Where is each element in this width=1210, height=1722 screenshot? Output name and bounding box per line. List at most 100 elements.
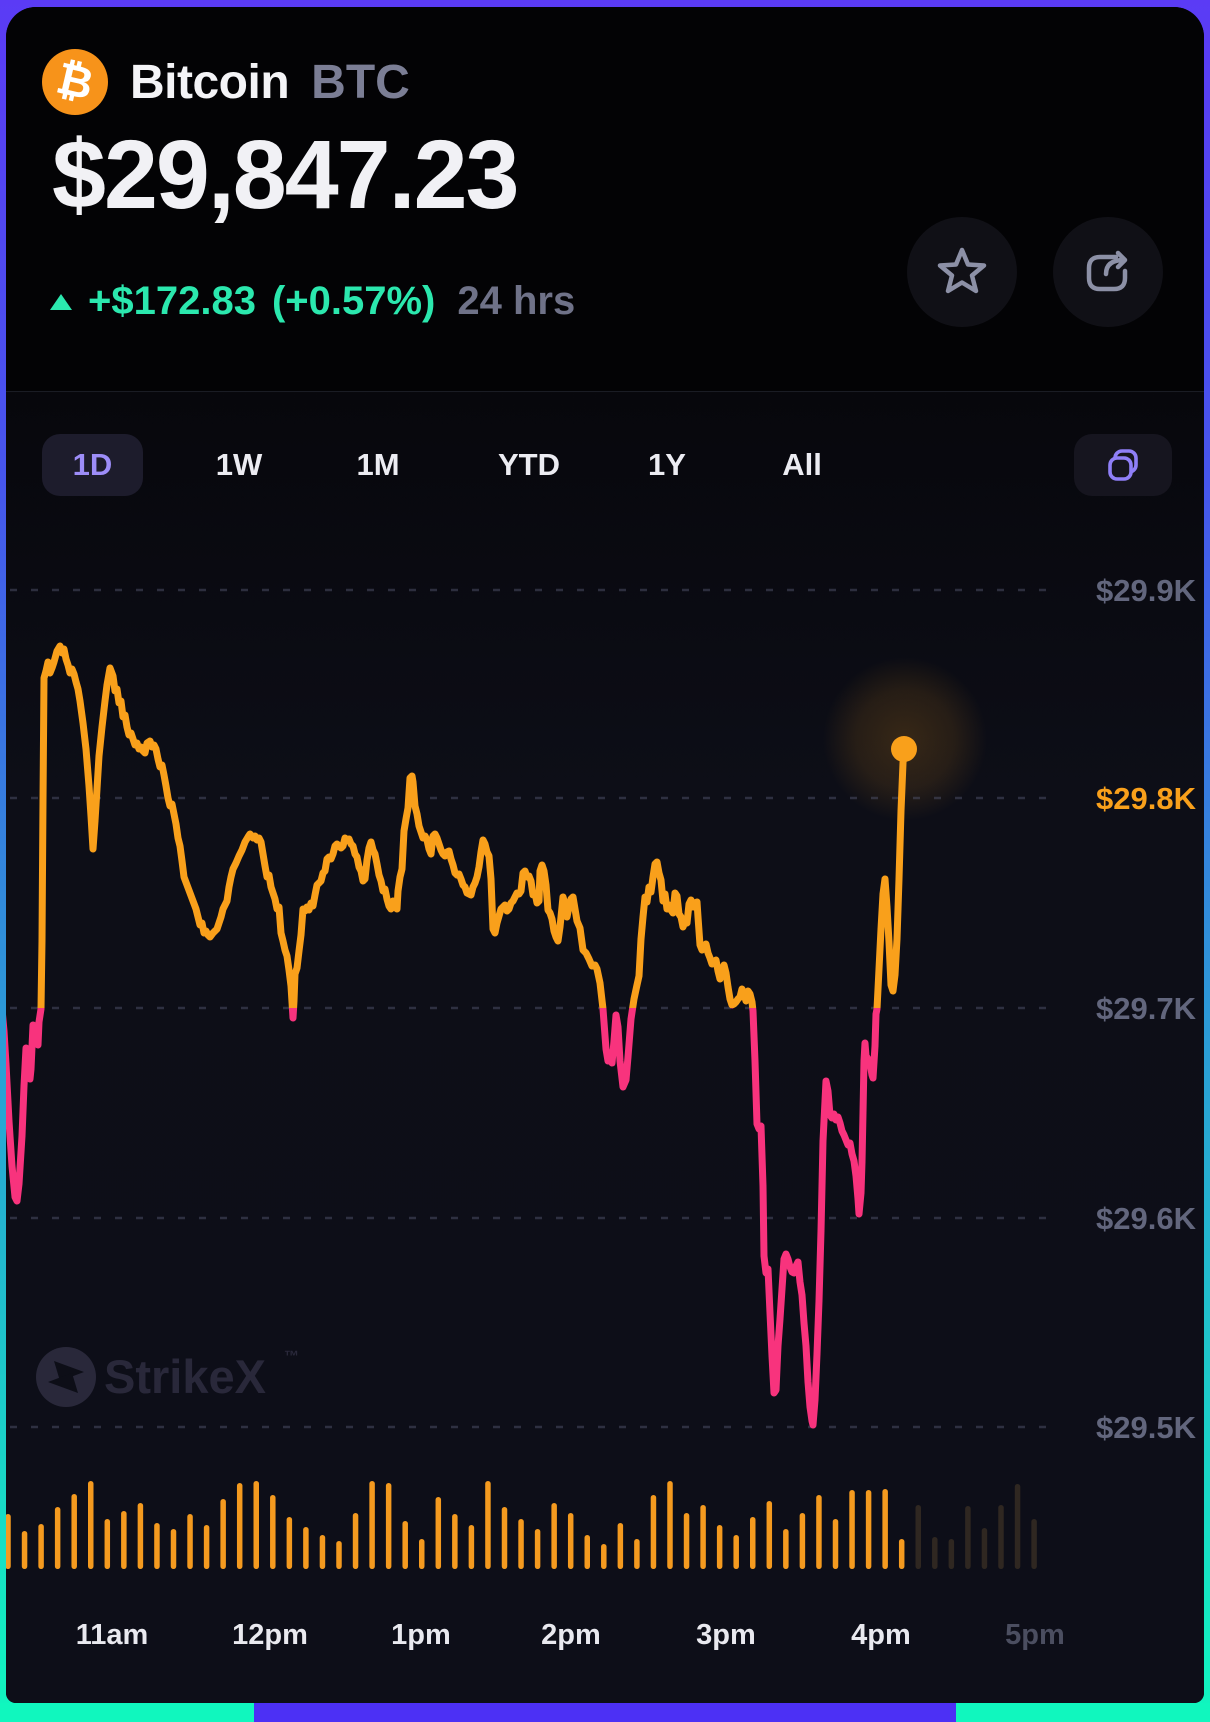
volume-bar <box>584 1535 590 1569</box>
volume-bar <box>170 1529 177 1569</box>
x-axis-label: 11am <box>76 1619 149 1651</box>
volume-bar <box>832 1519 839 1569</box>
tab-1y[interactable]: 1Y <box>638 434 696 496</box>
volume-bar <box>435 1497 442 1569</box>
volume-bar <box>154 1523 160 1569</box>
change-amount: +$172.83 <box>88 279 256 323</box>
y-axis-label: $29.6K <box>1096 1201 1197 1236</box>
volume-bar <box>468 1525 475 1569</box>
volume-bar <box>882 1489 888 1569</box>
volume-bar <box>137 1503 144 1569</box>
header: ₿ Bitcoin BTC $29,847.23 +$172.83 (+0.57… <box>6 7 1204 391</box>
volume-bar <box>932 1537 938 1569</box>
volume-bar <box>121 1511 127 1569</box>
price-line <box>6 1008 881 1429</box>
volume-bar <box>270 1495 276 1569</box>
bottom-accent-bar <box>0 1703 1210 1722</box>
favorite-button[interactable] <box>907 217 1017 327</box>
coin-title-row: ₿ Bitcoin BTC <box>42 49 410 115</box>
volume-bar <box>733 1535 739 1569</box>
star-icon <box>937 247 987 294</box>
volume-bar <box>1031 1519 1037 1569</box>
volume-bar <box>236 1483 243 1569</box>
last-point-dot <box>891 736 917 762</box>
chart-panel: $29.9K $29.8K $29.7K $29.6K $29.5K StrikeX ™ 11… <box>6 391 1204 1703</box>
volume-bar <box>336 1541 342 1569</box>
volume-bar <box>634 1539 640 1569</box>
tab-1d[interactable]: 1D <box>42 434 143 496</box>
volume-bar <box>303 1527 309 1569</box>
tab-all[interactable]: All <box>772 434 832 496</box>
price-value: $29,847.23 <box>52 120 519 229</box>
volume-bar <box>650 1495 657 1569</box>
tab-1m[interactable]: 1M <box>346 434 409 496</box>
y-axis-label: $29.5K <box>1096 1410 1197 1445</box>
volume-bar <box>88 1481 94 1569</box>
volume-bar <box>799 1513 806 1569</box>
share-icon <box>1086 250 1128 292</box>
volume-bar <box>319 1535 326 1569</box>
volume-bar <box>601 1544 607 1569</box>
volume-bar <box>965 1506 971 1569</box>
watermark-text: StrikeX <box>104 1350 266 1403</box>
volume-bar <box>38 1524 44 1569</box>
y-axis-label: $29.9K <box>1096 573 1197 608</box>
volume-bar <box>501 1507 508 1569</box>
compare-button[interactable] <box>1074 434 1172 496</box>
bitcoin-logo-icon: ₿ <box>42 49 108 115</box>
volume-bar <box>402 1521 408 1569</box>
volume-bar <box>253 1481 259 1569</box>
volume-bar <box>1014 1484 1021 1569</box>
volume-bar <box>104 1519 111 1569</box>
x-axis-label: 4pm <box>851 1619 911 1651</box>
volume-bar <box>667 1481 673 1569</box>
volume-bar <box>21 1531 28 1569</box>
share-button[interactable] <box>1053 217 1163 327</box>
tab-ytd[interactable]: YTD <box>488 434 570 496</box>
up-triangle-icon <box>50 293 72 310</box>
volume-bar <box>419 1539 425 1569</box>
volume-bar <box>485 1481 491 1569</box>
volume-bar <box>700 1505 706 1569</box>
range-tabs: 1D 1W 1M YTD 1Y All <box>6 392 1204 522</box>
volume-bar <box>716 1525 723 1569</box>
volume-bar <box>849 1490 855 1569</box>
volume-bar <box>6 1514 11 1569</box>
volume-bar <box>898 1539 905 1569</box>
coin-name: Bitcoin <box>130 55 290 109</box>
volume-bar <box>915 1505 921 1569</box>
svg-text:™: ™ <box>284 1348 299 1365</box>
volume-bar <box>783 1529 789 1569</box>
volume-bar <box>187 1514 193 1569</box>
volume-bar <box>865 1490 872 1569</box>
volume-bar <box>203 1525 210 1569</box>
tab-1w[interactable]: 1W <box>206 434 273 496</box>
x-axis-label: 3pm <box>696 1619 756 1651</box>
volume-bar <box>981 1528 988 1569</box>
volume-bar <box>750 1517 756 1569</box>
price-chart[interactable]: $29.9K $29.8K $29.7K $29.6K $29.5K StrikeX ™ 11… <box>6 392 1204 1703</box>
volume-bar <box>54 1507 61 1569</box>
volume-bar <box>816 1495 822 1569</box>
x-axis-label: 2pm <box>541 1619 601 1651</box>
volume-bar <box>369 1481 375 1569</box>
x-axis-label: 12pm <box>232 1619 308 1651</box>
volume-bar <box>352 1513 359 1569</box>
copy-compare-icon <box>1108 449 1138 481</box>
y-axis-label: $29.8K <box>1096 781 1197 816</box>
volume-bar <box>567 1513 574 1569</box>
volume-bar <box>551 1503 557 1569</box>
volume-bar <box>683 1513 690 1569</box>
volume-bar <box>766 1501 773 1569</box>
volume-bar <box>286 1517 293 1569</box>
strikex-watermark: StrikeX ™ <box>36 1347 299 1407</box>
volume-bar <box>71 1494 77 1569</box>
y-axis-label: $29.7K <box>1096 991 1197 1026</box>
volume-bar <box>948 1539 955 1569</box>
volume-bar <box>385 1483 392 1569</box>
volume-bar <box>998 1505 1004 1569</box>
x-axis-label: 5pm <box>1005 1619 1065 1651</box>
app-card: ₿ Bitcoin BTC $29,847.23 +$172.83 (+0.57… <box>6 7 1204 1703</box>
price-change-row: +$172.83 (+0.57%) 24 hrs <box>50 279 575 324</box>
volume-bar <box>220 1499 226 1569</box>
